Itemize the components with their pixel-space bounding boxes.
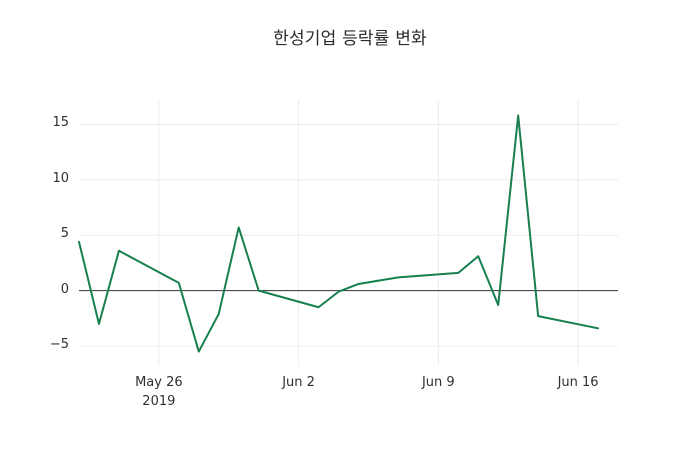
y-axis-tick-label: 0 <box>60 281 69 297</box>
chart-title: 한성기업 등락률 변화 <box>273 29 427 49</box>
x-axis-tick-label-primary: Jun 2 <box>282 375 315 390</box>
y-axis-tick-label: −5 <box>49 337 69 353</box>
data-series-line <box>78 114 600 353</box>
y-axis-tick-label: 15 <box>52 115 69 131</box>
x-axis-tick-label: May 26 2019 <box>99 374 219 412</box>
x-axis-tick-label-secondary: 2019 <box>142 393 176 409</box>
grid-lines <box>79 100 618 366</box>
y-axis-tick-label: 10 <box>52 170 69 186</box>
x-axis-tick-label-primary: May 26 <box>135 375 183 390</box>
x-axis-tick-label: Jun 9 <box>378 374 498 393</box>
x-axis-tick-label-primary: Jun 9 <box>421 375 455 390</box>
x-axis-tick-label: Jun 2 <box>239 374 359 393</box>
x-axis-tick-label: Jun 16 <box>518 374 638 393</box>
y-axis-tick-label: 5 <box>60 226 69 242</box>
x-axis-tick-label-primary: Jun 16 <box>557 375 599 390</box>
